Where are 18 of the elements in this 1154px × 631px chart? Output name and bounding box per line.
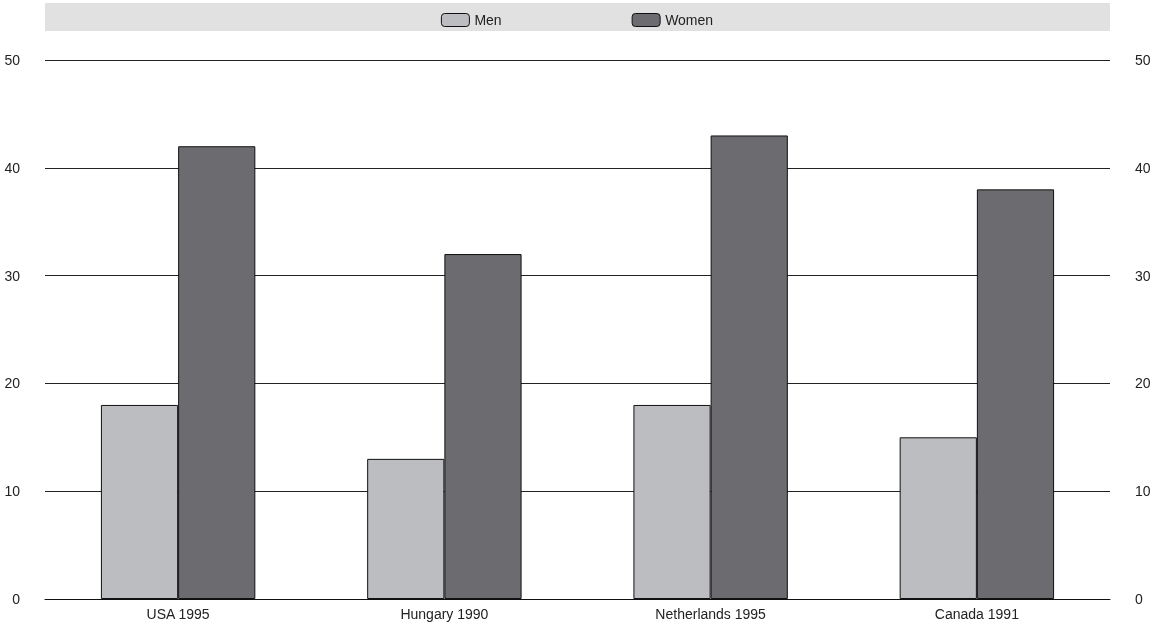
y-tick-label: 40 <box>4 159 21 176</box>
x-tick-label: Canada 1991 <box>934 606 1020 622</box>
y2-tick-label: 50 <box>1135 52 1151 68</box>
legend-label: Women <box>665 12 714 28</box>
legend-label: Men <box>474 12 502 28</box>
y-tick-label: 10 <box>4 483 21 500</box>
y-tick-label: 50 <box>4 52 21 68</box>
y-tick-label: 20 <box>4 375 21 392</box>
y2-tick-label: 10 <box>1135 483 1151 500</box>
y2-tick-label: 30 <box>1135 267 1151 284</box>
x-tick-label: USA 1995 <box>146 606 210 622</box>
y2-tick-label: 0 <box>1135 591 1143 607</box>
y-tick-label: 0 <box>12 591 21 607</box>
x-tick-label: Hungary 1990 <box>400 606 489 622</box>
y2-tick-label: 20 <box>1135 375 1151 392</box>
y-tick-label: 30 <box>4 267 21 284</box>
y2-tick-label: 40 <box>1135 159 1151 176</box>
x-tick-label: Netherlands 1995 <box>655 606 767 622</box>
